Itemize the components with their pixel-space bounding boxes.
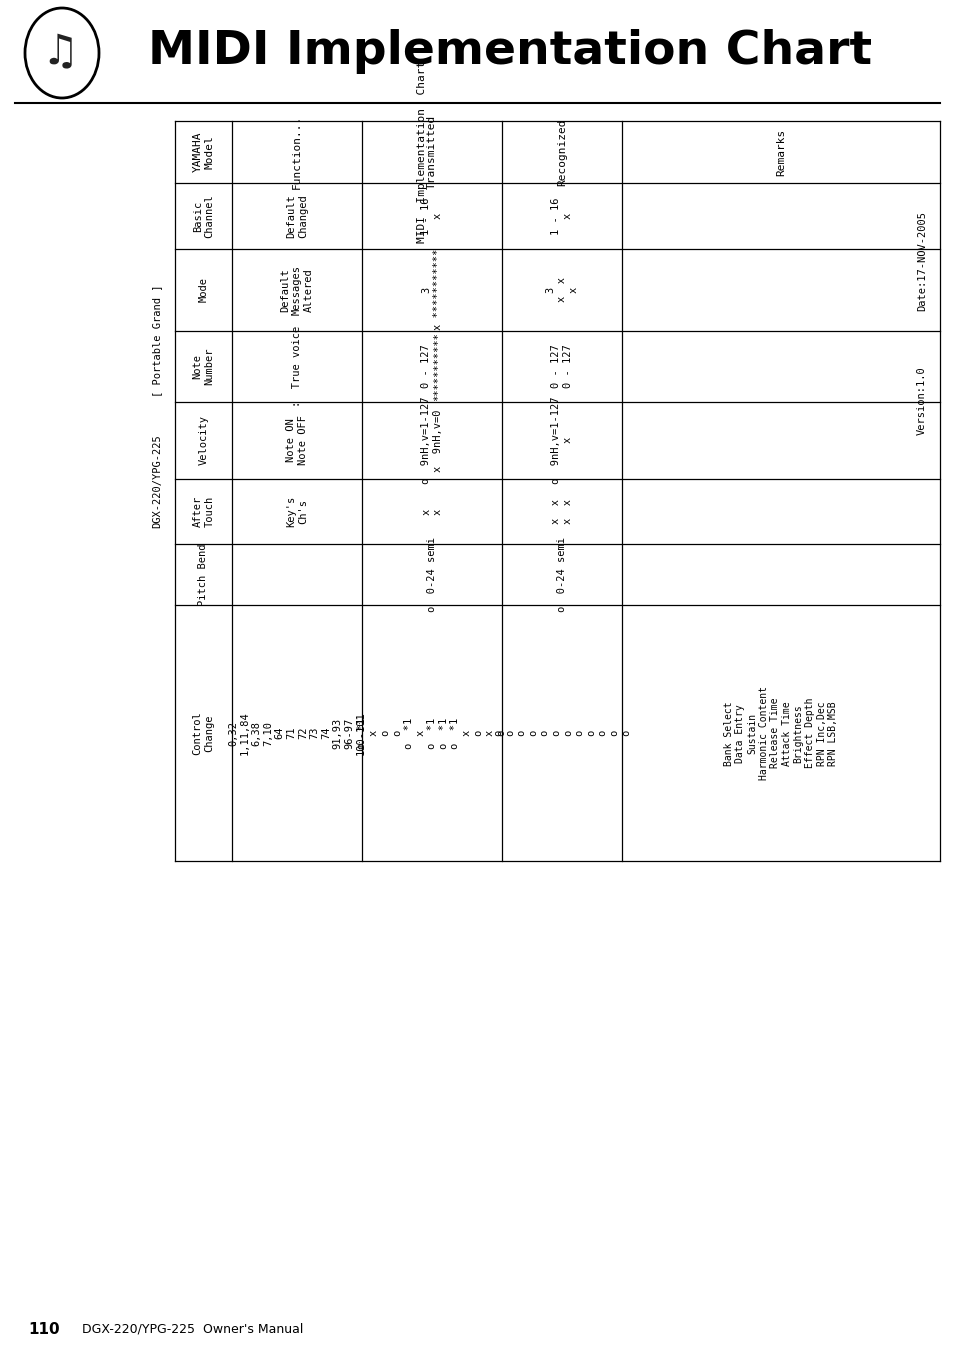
Text: 1 - 16
x: 1 - 16 x: [421, 197, 442, 235]
Text: ♫: ♫: [41, 30, 78, 72]
Text: :  True voice: : True voice: [292, 326, 302, 407]
Text: Default
Changed: Default Changed: [286, 195, 308, 238]
Text: o  0-24 semi: o 0-24 semi: [557, 538, 566, 612]
Text: o
o
o
o
o
o
o
o
o
o
o
o: o o o o o o o o o o o o: [493, 730, 630, 736]
Text: After
Touch: After Touch: [193, 496, 214, 527]
Text: 0 - 127
0 - 127: 0 - 127 0 - 127: [551, 345, 572, 388]
Text: DGX-220/YPG-225  Owner's Manual: DGX-220/YPG-225 Owner's Manual: [82, 1323, 303, 1336]
Text: Date:17-NOV-2005: Date:17-NOV-2005: [916, 211, 926, 311]
Text: Function...: Function...: [292, 115, 302, 189]
Text: YAMAHA
Model: YAMAHA Model: [193, 132, 214, 172]
Text: MIDI Implementation Chart: MIDI Implementation Chart: [148, 28, 871, 73]
Text: Transmitted: Transmitted: [427, 115, 436, 189]
Text: Recognized: Recognized: [557, 119, 566, 185]
Text: Note ON
Note OFF: Note ON Note OFF: [286, 415, 308, 465]
Text: x
x: x x: [421, 508, 442, 515]
Text: Basic
Channel: Basic Channel: [193, 195, 214, 238]
Text: [ Portable Grand ]: [ Portable Grand ]: [152, 285, 162, 397]
Text: o  0-24 semi: o 0-24 semi: [427, 538, 436, 612]
Text: Bank Select
Data Entry
Sustain
Harmonic Content
Release Time
Attack Time
Brightn: Bank Select Data Entry Sustain Harmonic …: [723, 686, 838, 780]
Text: Version:1.0: Version:1.0: [916, 366, 926, 435]
Text: Velocity: Velocity: [198, 415, 209, 465]
Text: MIDI  Implementation  Chart: MIDI Implementation Chart: [416, 61, 427, 243]
Text: Control
Change: Control Change: [193, 712, 214, 755]
Text: 0 - 127
***********: 0 - 127 ***********: [421, 332, 442, 401]
Text: Remarks: Remarks: [775, 128, 785, 176]
Text: Mode: Mode: [198, 277, 209, 303]
Text: o  9nH,v=1-127
x  9nH,v=0: o 9nH,v=1-127 x 9nH,v=0: [421, 397, 442, 484]
Text: 3
x ***********: 3 x ***********: [421, 249, 442, 331]
Text: Key's
Ch's: Key's Ch's: [286, 496, 308, 527]
Text: x  x
x  x: x x x x: [551, 499, 572, 524]
Text: 110: 110: [28, 1321, 59, 1336]
Text: o  9nH,v=1-127
x: o 9nH,v=1-127 x: [551, 397, 572, 484]
Text: Default
Messages
Altered: Default Messages Altered: [280, 265, 314, 315]
Text: Pitch Bend: Pitch Bend: [198, 543, 209, 607]
Text: DGX-220/YPG-225: DGX-220/YPG-225: [152, 434, 162, 528]
Text: Note
Number: Note Number: [193, 347, 214, 385]
Text: o  *1
x
o
o
o  *1
x
o  *1
o  *1
o  *1
x
o
x
o: o *1 x o o o *1 x o *1 o *1 o *1 x o x o: [357, 717, 506, 748]
Text: 1 - 16
x: 1 - 16 x: [551, 197, 572, 235]
Text: 3
x  x
x: 3 x x x: [545, 277, 578, 303]
Text: 0,32
1,11,84
6,38
7,10
64
71
72
73
74
91,93
96-97
100-101: 0,32 1,11,84 6,38 7,10 64 71 72 73 74 91…: [228, 712, 365, 755]
